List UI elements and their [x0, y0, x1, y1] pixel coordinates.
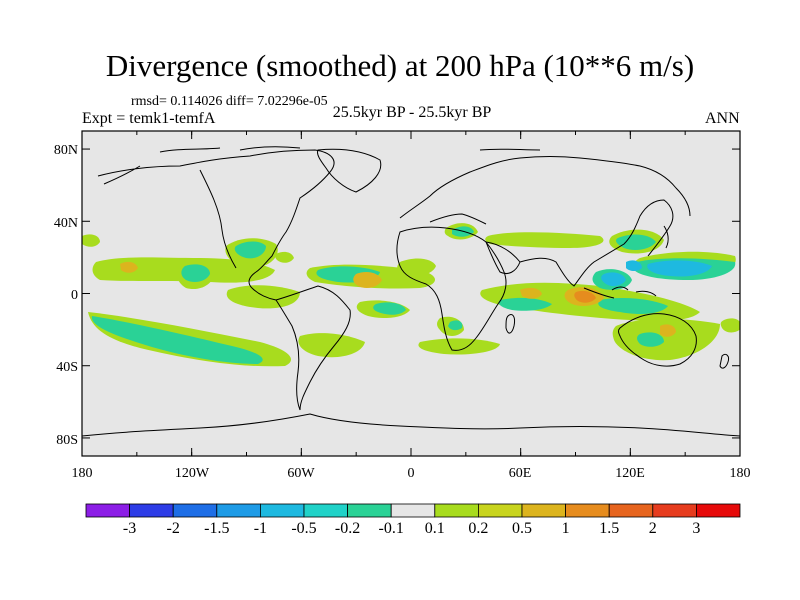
lon-label-180e: 180 — [729, 466, 751, 481]
south-indian-band — [418, 338, 500, 355]
africa-coast — [396, 226, 507, 351]
atlantic-core — [353, 272, 382, 288]
south-america-coast — [275, 285, 351, 411]
colorbar-label: -2 — [166, 520, 180, 537]
south-pacific-trough — [91, 316, 263, 364]
colorbar-label: -3 — [122, 520, 137, 537]
colorbar-label: 0.1 — [424, 520, 445, 537]
colorbar-swatch — [216, 503, 261, 518]
colorbar-swatch — [477, 503, 523, 518]
colorbar-swatch — [434, 503, 479, 518]
experiment-label: Expt = temk1-temfA — [82, 110, 216, 127]
arabia-coast — [485, 241, 521, 275]
west-pacific-core — [647, 260, 712, 277]
indian-ocean-trough — [498, 297, 552, 311]
colorbar-swatch — [652, 503, 697, 518]
colorbar — [85, 503, 741, 518]
colorbar-swatch — [521, 503, 566, 518]
east-asia-trough — [616, 234, 656, 250]
east-indian-trough — [598, 298, 668, 314]
philippine-core — [626, 260, 642, 271]
lat-label-eq: 0 — [71, 288, 78, 303]
southeast-pacific-blob — [720, 318, 740, 333]
australia-trough — [637, 332, 664, 347]
lon-label-60e: 60E — [508, 466, 532, 481]
period-subtitle: 25.5kyr BP - 25.5kyr BP — [332, 104, 492, 121]
colorbar-swatch — [565, 503, 610, 518]
east-pacific-blob — [226, 285, 300, 309]
peak-divergence-cores — [574, 290, 596, 303]
australia-core — [660, 324, 676, 337]
australia-coast — [618, 313, 697, 367]
axis-ticks — [81, 131, 741, 456]
colorbar-swatch — [172, 503, 218, 518]
colorbar-swatch — [303, 503, 348, 518]
colorbar-swatch — [259, 503, 305, 518]
colorbar-swatch — [85, 503, 130, 518]
colorbar-swatch — [696, 503, 741, 518]
colorbar-label: 0.2 — [468, 520, 489, 537]
maritime-core — [601, 272, 626, 287]
rmsd-diff-stats: rmsd= 0.114026 diff= 7.02296e-05 — [131, 94, 328, 109]
north-america-coast — [97, 149, 335, 301]
colorbar-label: -0.1 — [378, 520, 404, 537]
north-pacific-core — [120, 261, 138, 273]
antarctica-coast — [82, 413, 740, 437]
bay-of-bengal-peak — [574, 290, 596, 303]
south-america-east-blob — [298, 333, 365, 358]
arctic-islands-coast — [159, 146, 541, 153]
colorbar-label: 3 — [692, 520, 701, 537]
indonesia-coast — [583, 286, 657, 299]
colorbar-label: -0.2 — [334, 520, 361, 537]
colorbar-label: 1.5 — [599, 520, 620, 537]
lon-label-120w: 120W — [174, 466, 210, 481]
japan-coast — [663, 225, 669, 249]
arabian-sea-blob — [485, 232, 604, 248]
caribbean-small-blob — [275, 251, 294, 263]
asia-coast — [519, 199, 674, 287]
africa-north-blob — [397, 258, 436, 276]
colorbar-swatch — [347, 503, 392, 518]
strong-convergence-cores — [601, 260, 712, 287]
colorbar-swatch — [129, 503, 174, 518]
lon-label-180w: 180 — [71, 466, 93, 481]
south-atlantic-trough — [373, 302, 406, 315]
gulf-trough — [234, 241, 266, 259]
madagascar-coast — [505, 313, 515, 334]
lat-label-80n: 80N — [53, 143, 78, 158]
lon-label-0: 0 — [407, 466, 415, 481]
colorbar-label: -0.5 — [291, 520, 317, 537]
pacific-west-edge-blob — [82, 234, 100, 247]
colorbar-label: 2 — [648, 520, 657, 537]
lon-label-120e: 120E — [615, 466, 645, 481]
colorbar-label: 1 — [561, 520, 570, 537]
colorbar-label: 0.5 — [512, 520, 532, 537]
colorbar-swatch — [608, 503, 654, 518]
lat-label-80s: 80S — [56, 433, 78, 448]
greenland-coast — [317, 148, 382, 193]
plot-title: Divergence (smoothed) at 200 hPa (10**6 … — [105, 48, 695, 83]
indian-ocean-core — [520, 287, 542, 299]
lat-label-40n: 40N — [53, 216, 78, 231]
europe-coast — [399, 156, 691, 225]
colorbar-swatch — [390, 503, 436, 518]
coastlines — [82, 146, 740, 437]
new-zealand-coast — [719, 353, 729, 369]
colorbar-label: -1 — [253, 520, 268, 537]
north-pacific-trough — [181, 264, 210, 282]
season-label: ANN — [705, 110, 740, 127]
africa-trough — [448, 320, 463, 331]
lon-label-60w: 60W — [287, 466, 315, 481]
lat-label-40s: 40S — [56, 360, 78, 375]
colorbar-label: -1.5 — [204, 520, 230, 537]
